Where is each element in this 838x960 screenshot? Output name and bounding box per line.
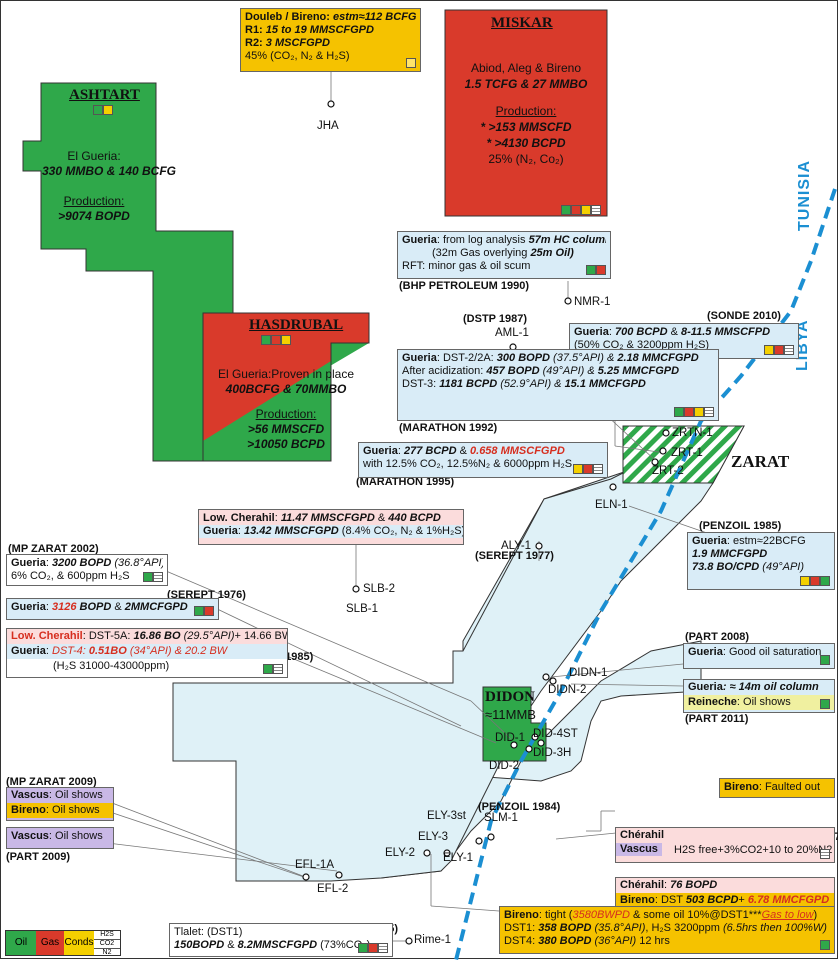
miskar-prod-label: Production:: [495, 104, 557, 118]
well-label: ELY-1: [443, 852, 474, 864]
well-label: ELY-3: [418, 831, 449, 843]
operator-label: (DSTP 1987): [463, 313, 527, 325]
operator-label: (PENZOIL 1984): [478, 801, 561, 813]
ashtart-title: ASHTART: [69, 87, 140, 103]
hasdrubal-line1: El Gueria:Proven in place: [217, 367, 355, 381]
jha-info-box: Douleb / Bireno: estm≈112 BCFG R1: 15 to…: [240, 8, 421, 72]
miskar-comp: 25% (N₂, Co₂): [488, 152, 564, 166]
miskar-flags: [561, 205, 601, 215]
ashtart-prod-value: >9074 BOPD: [58, 209, 130, 223]
permit-area-east: [172, 470, 714, 882]
marathon1992-bireno-box: Bireno: tight (3580BWPD & some oil 10%@D…: [499, 906, 835, 954]
well-label: DID-2: [489, 760, 520, 772]
ashtart-flags: [93, 105, 113, 115]
well-label: DID-4ST: [533, 728, 578, 740]
well-label: EFL-1A: [295, 859, 334, 871]
didon-title: DIDON: [485, 689, 536, 705]
operator-label: (PART 2008): [685, 631, 749, 643]
bireno-faulted-box: Bireno: Faulted out: [719, 778, 835, 798]
well-label: ZRT-2: [652, 465, 684, 477]
well-label: ELY-3st: [427, 810, 466, 822]
hasdrubal-prod2: >10050 BCPD: [247, 437, 325, 451]
marathon1992-info-box: Gueria: DST-2/2A: 300 BOPD (37.5°API) & …: [397, 349, 719, 421]
nmr-info-box: Gueria: from log analysis 57m HC column …: [397, 231, 611, 279]
miskar-block: [444, 9, 608, 217]
miskar-line1: Abiod, Aleg & Bireno: [470, 61, 582, 75]
legend: Oil Gas Conds H2S CO2 N2: [5, 930, 121, 956]
soco2007-info-box: Chérahil Vascus H2S free+3%CO2+10 to 20%…: [615, 827, 835, 863]
well-label: DID-3H: [533, 747, 572, 759]
slb-info-box: Low. Cherahil: 11.47 MMSCFGPD & 440 BCPD…: [198, 509, 464, 545]
ashtart-line1: El Gueria:: [67, 149, 121, 163]
operator-label: (PENZOIL 1985): [699, 520, 782, 532]
didon-reserve: ≈11MMB: [485, 707, 536, 722]
hasdrubal-line2: 400BCFG & 70MMBO: [225, 382, 347, 396]
hasdrubal-title: HASDRUBAL: [249, 317, 344, 333]
hasdrubal-prod1: >56 MMSCFD: [247, 422, 325, 436]
marathon1995-info-box: Gueria: 277 BCPD & 0.658 MMSCFGPD with 1…: [358, 442, 608, 478]
well-label: Rime-1: [414, 934, 452, 946]
well-label: ALY-1: [501, 540, 532, 552]
ashtart-block: [22, 82, 234, 462]
well-label: ZRT-1: [671, 447, 703, 459]
well-label: SLM-1: [484, 812, 518, 824]
operator-label: (PART 2009): [6, 851, 70, 863]
well-label: DIDN-1: [569, 667, 608, 679]
rime-info-box: Tlalet: (DST1) 150BOPD & 8.2MMSCFGPD (73…: [169, 923, 393, 957]
tunisia-libya-border: [454, 188, 837, 960]
operator-label: (MARATHON 1995): [356, 476, 455, 488]
well-label: SLB-2: [363, 583, 395, 595]
miskar-prod2: * >4130 BCPD: [486, 136, 566, 150]
well-label: DID-1: [495, 732, 526, 744]
mpzarat2002-info-box: Gueria: 3200 BOPD (36.8°API) 6% CO₂, & 6…: [6, 554, 168, 586]
miskar-line2: 1.5 TCFG & 27 MMBO: [464, 77, 588, 91]
operator-label: (MP ZARAT 2009): [6, 776, 97, 788]
well-label: ZRTN-1: [672, 427, 713, 439]
hasdrubal-prod-label: Production:: [255, 407, 317, 421]
well-label: SLB-1: [346, 603, 378, 615]
legend-impurities: H2S CO2 N2: [94, 931, 120, 956]
serept1976-info-box: Gueria: 3126 BOPD & 2MMCFGPD: [6, 598, 219, 620]
legend-oil: Oil: [6, 931, 36, 955]
well-label: EFL-2: [317, 883, 349, 895]
well-markers: [302, 100, 670, 945]
miskar-prod1: * >153 MMSCFD: [480, 120, 572, 134]
tunisia-label: TUNISIA: [796, 160, 813, 231]
ashtart-prod-label: Production:: [63, 194, 125, 208]
hasdrubal-flags: [261, 335, 291, 345]
mpzarat2009-info-box: Vascus: Oil shows Bireno: Oil shows: [6, 787, 114, 821]
operator-label: (PART 2011): [685, 713, 749, 725]
operator-label: (SONDE 2010): [707, 310, 781, 322]
hasdrubal-block-oil2: [203, 361, 331, 461]
well-label: NMR-1: [574, 296, 611, 308]
zarat-block: [622, 425, 745, 484]
operator-label: (SEREPT 1977): [475, 550, 554, 562]
well-label: ELN-1: [595, 499, 628, 511]
operator-label: (BHP PETROLEUM 1990): [399, 280, 529, 292]
legend-gas: Gas: [36, 931, 64, 955]
zarat-title: ZARAT: [731, 452, 790, 471]
eln-info-box: Gueria: estm≈22BCFG 1.9 MMCFGPD 73.8 BO/…: [687, 532, 835, 590]
miskar-title: MISKAR: [491, 15, 553, 31]
penzoil1985-info-box: Low. Cherahil: DST-5A: 16.86 BO (29.5°AP…: [6, 628, 288, 678]
ashtart-line2: 330 MMBO & 140 BCFG: [41, 164, 177, 178]
legend-conds: Conds: [64, 931, 94, 955]
part2009-info-box: Vascus: Oil shows: [6, 827, 114, 849]
well-label: ELY-2: [385, 847, 416, 859]
part2008-info-box: Gueria: Good oil saturation: [683, 643, 835, 669]
operator-label: (MARATHON 1992): [399, 422, 498, 434]
well-label: AML-1: [495, 327, 529, 339]
well-label: DIDN-2: [548, 684, 587, 696]
well-label: JHA: [317, 120, 339, 132]
operator-label: (MP ZARAT 2002): [8, 543, 99, 555]
part2011-info-box: Gueria: ≈ 14m oil column Reineche: Oil s…: [683, 679, 835, 713]
